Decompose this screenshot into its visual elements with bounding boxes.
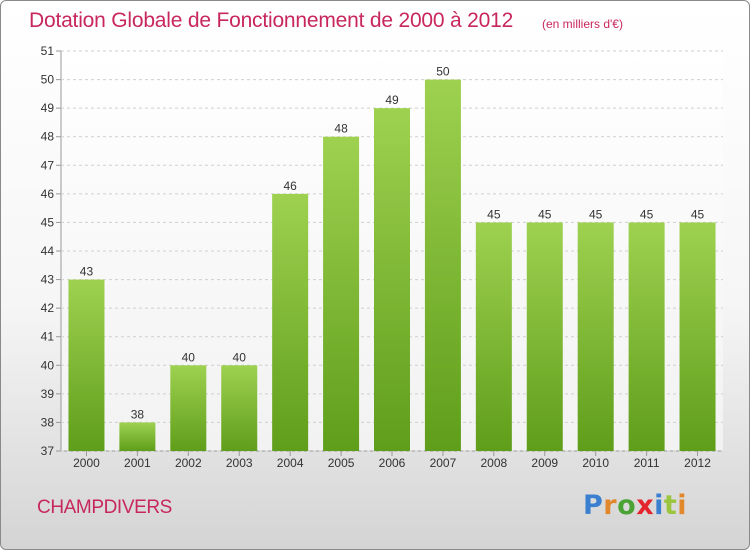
bar — [374, 108, 410, 452]
bar — [628, 222, 665, 451]
logo-letter: i — [677, 490, 688, 521]
bar — [526, 222, 563, 451]
data-label: 48 — [334, 122, 348, 136]
y-tick-label: 37 — [41, 444, 55, 458]
bars — [68, 79, 716, 452]
data-labels: 43 38 40 40 46 48 49 50 45 45 45 45 45 — [80, 65, 705, 422]
proxiti-logo: Proxiti — [583, 490, 687, 521]
logo-letter: x — [636, 490, 655, 521]
y-tick-label: 39 — [41, 387, 55, 401]
chart-title: Dotation Globale de Fonctionnement de 20… — [29, 9, 514, 32]
bar — [68, 279, 105, 451]
bar — [170, 365, 207, 451]
bar — [323, 136, 360, 451]
y-tick-label: 46 — [41, 187, 55, 201]
y-tick-label: 51 — [41, 44, 55, 58]
y-tick-label: 38 — [41, 415, 55, 429]
data-label: 49 — [385, 93, 399, 107]
x-tick-label: 2008 — [480, 456, 507, 470]
x-tick-label: 2012 — [684, 456, 711, 470]
x-tick-label: 2003 — [226, 456, 253, 470]
data-label: 45 — [487, 207, 501, 221]
x-tick-label: 2009 — [531, 456, 558, 470]
logo-letter: o — [617, 490, 637, 521]
data-label: 46 — [283, 179, 297, 193]
data-label: 45 — [589, 207, 603, 221]
x-axis-ticks: 2000 2001 2002 2003 2004 2005 2006 2007 2008 2009… — [73, 451, 711, 470]
bar — [475, 222, 512, 451]
x-tick-label: 2002 — [175, 456, 202, 470]
data-label: 45 — [640, 207, 654, 221]
x-tick-label: 2000 — [73, 456, 100, 470]
bar — [221, 365, 258, 451]
y-tick-label: 42 — [41, 301, 55, 315]
data-label: 38 — [131, 407, 145, 421]
y-tick-label: 43 — [41, 273, 55, 287]
x-tick-label: 2004 — [277, 456, 304, 470]
y-axis-ticks: 37 38 39 40 41 42 43 44 45 46 47 48 49 50 51 — [41, 44, 61, 458]
bar — [424, 79, 461, 452]
y-tick-label: 48 — [41, 130, 55, 144]
y-tick-label: 45 — [41, 215, 55, 229]
logo-letter: t — [663, 490, 678, 521]
logo-letter: r — [603, 490, 618, 521]
y-tick-label: 40 — [41, 358, 55, 372]
unit-label: (en milliers d'€) — [542, 17, 623, 31]
y-tick-label: 47 — [41, 158, 55, 172]
commune-name: CHAMPDIVERS — [37, 497, 172, 518]
bar — [272, 193, 309, 451]
y-tick-label: 49 — [41, 101, 55, 115]
x-tick-label: 2001 — [124, 456, 151, 470]
data-label: 45 — [691, 207, 705, 221]
x-tick-label: 2007 — [430, 456, 457, 470]
data-label: 45 — [538, 207, 552, 221]
x-tick-label: 2006 — [379, 456, 406, 470]
y-tick-label: 44 — [41, 244, 55, 258]
data-label: 40 — [233, 350, 247, 364]
y-tick-label: 50 — [41, 73, 55, 87]
x-tick-label: 2010 — [582, 456, 609, 470]
logo-letter: P — [583, 490, 604, 521]
bar — [119, 422, 156, 451]
bar — [577, 222, 614, 451]
bar — [679, 222, 716, 451]
data-label: 40 — [182, 350, 196, 364]
x-tick-label: 2011 — [634, 456, 660, 470]
logo-letter: i — [654, 490, 664, 521]
x-tick-label: 2005 — [328, 456, 355, 470]
data-label: 50 — [436, 65, 450, 79]
y-tick-label: 41 — [41, 330, 55, 344]
data-label: 43 — [80, 265, 94, 279]
